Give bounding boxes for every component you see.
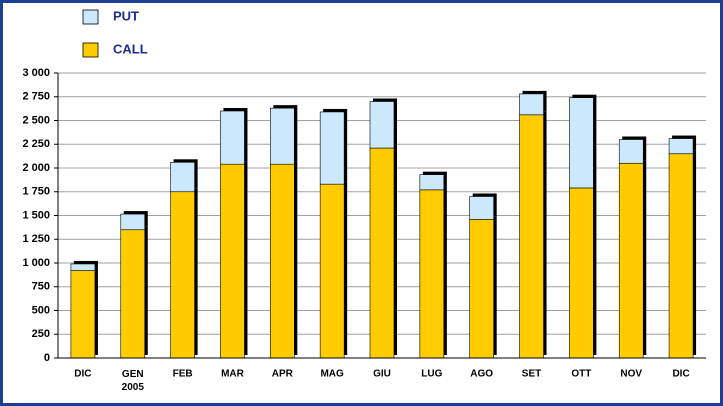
x-tick-label: LUG [421, 369, 442, 380]
bar-segment [469, 219, 494, 359]
y-tick-label: 1 500 [22, 209, 50, 221]
legend-swatch [82, 42, 99, 58]
y-tick-label: 2 750 [22, 91, 50, 103]
y-tick-label: 750 [32, 281, 50, 293]
bar-segment [569, 187, 594, 359]
bar-segment [519, 114, 544, 359]
y-tick-label: 1 750 [22, 186, 50, 198]
bar-segment [369, 147, 395, 359]
y-tick-label: 1 250 [22, 233, 50, 245]
x-tick-label: MAR [221, 369, 245, 380]
bar-segment [70, 263, 96, 271]
bar-segment [220, 110, 245, 165]
x-tick-label: FEB [173, 369, 193, 380]
bar-segment [618, 162, 644, 359]
bar-segment [319, 183, 345, 359]
bar-segment [319, 111, 345, 185]
legend-swatch [82, 9, 99, 25]
bar-segment [170, 191, 195, 359]
y-tick-label: 500 [32, 304, 50, 316]
y-tick-label: 2 250 [22, 138, 50, 150]
bar-segment [519, 93, 544, 116]
x-tick-label: AGO [470, 369, 493, 380]
x-tick-label: DIC [672, 369, 689, 380]
y-tick-label: 1 000 [22, 257, 50, 269]
bar-segment [668, 153, 694, 359]
bar-segment [419, 189, 445, 359]
bar-segment [369, 101, 395, 149]
bar-segment [569, 97, 594, 189]
y-tick-label: 0 [44, 352, 50, 364]
y-tick-label: 250 [32, 328, 50, 340]
legend: PUT CALL [82, 8, 148, 58]
y-tick-label: 3 000 [22, 67, 50, 79]
x-tick-label: GEN 2005 [122, 369, 145, 393]
y-tick-label: 2 500 [22, 114, 50, 126]
bar-segment [70, 270, 96, 359]
x-tick-label: OTT [571, 369, 591, 380]
bar-segment [270, 107, 295, 165]
x-tick-label: DIC [74, 369, 91, 380]
bar-segment [469, 196, 494, 220]
x-tick-label: GIU [373, 369, 391, 380]
x-tick-label: APR [272, 369, 294, 380]
x-tick-label: NOV [620, 369, 642, 380]
x-tick-label: SET [522, 369, 541, 380]
bar-segment [120, 213, 146, 231]
x-tick-label: MAG [320, 369, 344, 380]
bar-segment [668, 138, 694, 155]
bar-segment [220, 163, 245, 359]
bar-segment [618, 139, 644, 164]
plot: 0 250 500 750 1 000 1 250 1 500 1 750 2 000 2 250… [22, 67, 706, 393]
bar-segment [170, 162, 195, 193]
legend-label: PUT [113, 8, 139, 23]
bar-segment [120, 229, 146, 359]
y-tick-label: 2 000 [22, 162, 50, 174]
bar-segment [270, 163, 295, 359]
legend-label: CALL [113, 41, 148, 56]
bar-segment [419, 174, 445, 191]
